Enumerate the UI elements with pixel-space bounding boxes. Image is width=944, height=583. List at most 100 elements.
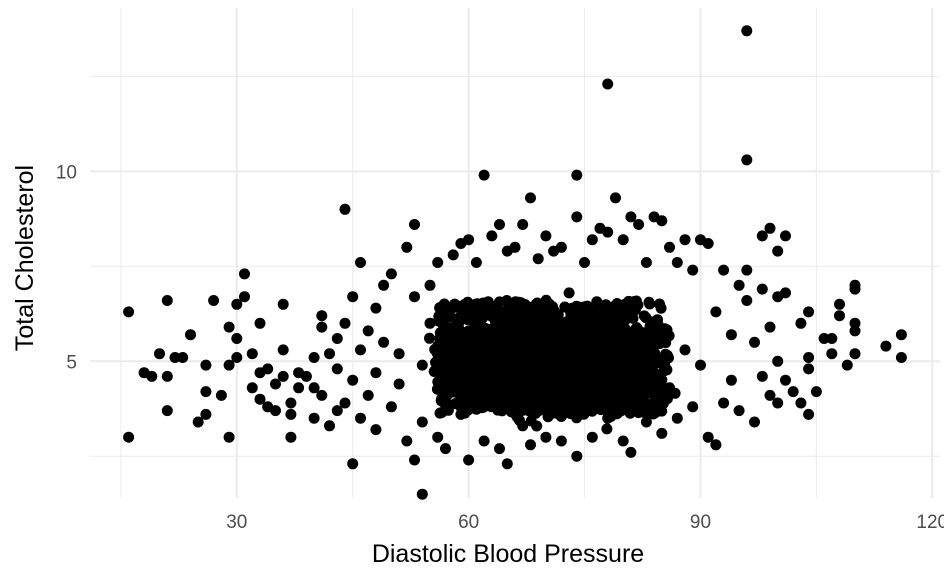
- data-point: [599, 368, 610, 380]
- data-point: [733, 405, 745, 417]
- data-point: [633, 219, 645, 230]
- data-point: [741, 154, 753, 166]
- data-point: [308, 352, 320, 363]
- data-point: [200, 386, 212, 398]
- data-point: [451, 300, 463, 312]
- data-point: [640, 257, 652, 268]
- data-point: [528, 334, 540, 345]
- data-point: [764, 389, 776, 401]
- data-point: [590, 368, 602, 380]
- y-axis-title: Total Cholesterol: [11, 165, 39, 351]
- data-point: [597, 353, 609, 365]
- data-point: [331, 405, 343, 417]
- data-point: [643, 387, 654, 399]
- data-point: [895, 329, 907, 341]
- data-point: [571, 450, 583, 462]
- data-point: [555, 435, 567, 447]
- data-point: [606, 347, 618, 359]
- data-point: [401, 241, 413, 253]
- data-point: [608, 401, 620, 413]
- data-point: [489, 348, 501, 360]
- data-point: [571, 211, 583, 223]
- data-point: [640, 416, 652, 428]
- data-point: [849, 325, 861, 337]
- data-point: [559, 301, 571, 313]
- data-point: [200, 408, 212, 420]
- data-point: [849, 317, 861, 329]
- data-point: [581, 301, 593, 313]
- data-point: [579, 310, 591, 322]
- data-point: [370, 424, 382, 436]
- data-point: [577, 319, 589, 331]
- data-point: [416, 416, 428, 428]
- data-point: [586, 405, 598, 417]
- data-point: [453, 354, 465, 366]
- data-point: [531, 297, 543, 309]
- data-point: [638, 342, 650, 354]
- data-point: [616, 393, 627, 405]
- data-point: [347, 374, 359, 386]
- data-point: [563, 287, 575, 299]
- data-point: [602, 78, 614, 90]
- data-point: [601, 423, 613, 435]
- data-point: [456, 345, 468, 357]
- data-point: [525, 439, 536, 451]
- data-point: [516, 353, 528, 365]
- data-point: [231, 333, 243, 344]
- data-point: [565, 389, 577, 400]
- data-point: [602, 226, 614, 238]
- data-point: [540, 431, 552, 443]
- data-point: [436, 407, 448, 418]
- data-point: [710, 306, 722, 318]
- data-point: [687, 264, 699, 276]
- data-point: [574, 405, 586, 417]
- data-point: [459, 381, 471, 393]
- y-axis-tick-labels: 5 10: [56, 162, 77, 373]
- data-point: [355, 344, 366, 356]
- data-point: [733, 279, 745, 291]
- data-point: [795, 317, 807, 329]
- data-point: [532, 253, 544, 265]
- data-point: [574, 361, 586, 373]
- data-point: [671, 412, 683, 424]
- data-point: [622, 401, 633, 413]
- data-point: [646, 338, 658, 350]
- data-point: [471, 385, 483, 397]
- data-point: [540, 359, 551, 371]
- data-point: [393, 378, 405, 390]
- data-point: [826, 333, 838, 344]
- data-point: [462, 400, 474, 412]
- data-point: [648, 317, 660, 329]
- data-point: [594, 382, 606, 394]
- data-point: [586, 431, 598, 443]
- data-point: [231, 352, 243, 363]
- data-point: [254, 317, 266, 329]
- data-point: [687, 401, 699, 413]
- data-point: [895, 352, 907, 363]
- data-point: [509, 299, 521, 310]
- data-point: [491, 300, 503, 312]
- data-point: [470, 257, 482, 268]
- data-point: [161, 295, 173, 306]
- data-point: [803, 352, 815, 363]
- data-point: [409, 291, 420, 303]
- data-point: [557, 383, 569, 395]
- data-point: [548, 307, 560, 319]
- data-point: [458, 306, 470, 318]
- data-point: [563, 407, 575, 419]
- data-point: [756, 230, 768, 242]
- data-point: [466, 314, 478, 326]
- data-point: [548, 374, 560, 386]
- data-point: [656, 427, 668, 439]
- data-point: [496, 402, 508, 414]
- data-point: [625, 211, 637, 223]
- data-point: [239, 268, 250, 280]
- data-point: [664, 241, 675, 253]
- data-point: [463, 234, 475, 246]
- data-point: [564, 355, 576, 367]
- data-point: [513, 335, 525, 347]
- data-point: [161, 370, 173, 382]
- data-point: [477, 297, 489, 309]
- data-point: [649, 394, 661, 406]
- data-point: [215, 389, 227, 401]
